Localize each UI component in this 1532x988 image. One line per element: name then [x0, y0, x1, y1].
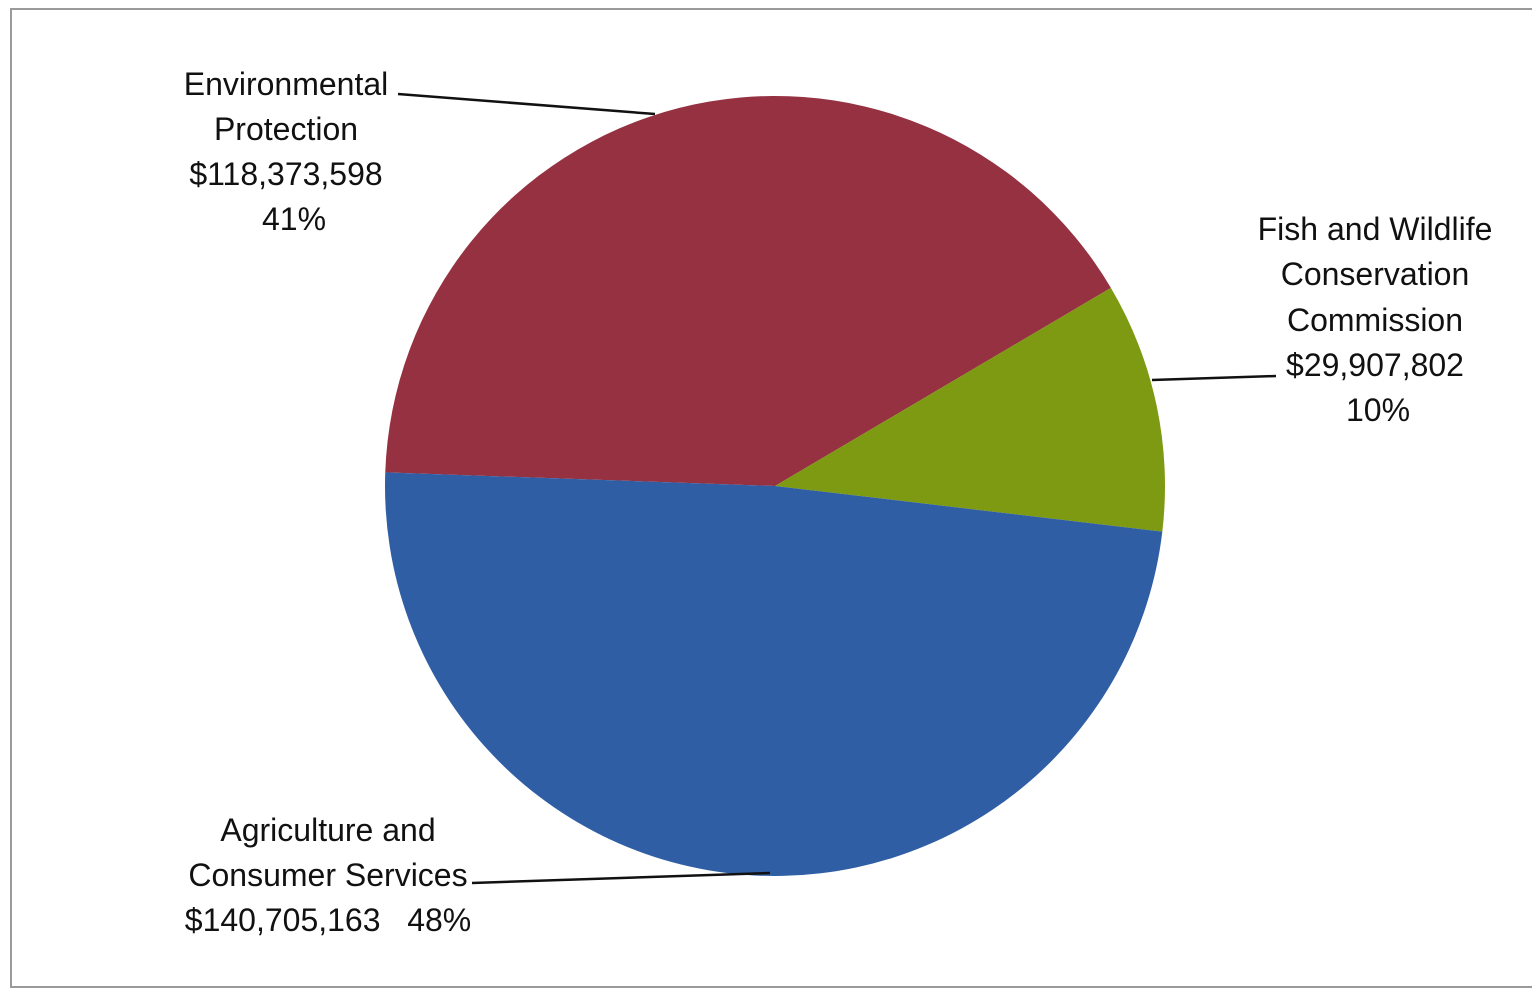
slice-label-line: Consumer Services [188, 857, 467, 893]
slice-environmental-protection [385, 95, 1111, 486]
slice-label-agriculture: Agriculture and Consumer Services $140,7… [185, 812, 471, 938]
leader-lines [397, 92, 1277, 885]
slice-value-percent-label: $140,705,163 48% [185, 902, 471, 938]
slice-label-environmental-protection: Environmental Protection $118,373,598 41… [184, 66, 389, 237]
pie-chart: Environmental Protection $118,373,598 41… [184, 66, 1493, 938]
slice-label-fish-and-wildlife: Fish and Wildlife Conservation Commissio… [1258, 211, 1493, 428]
leader-line-fish-and-wildlife [1151, 374, 1277, 382]
slice-percent-label: 41% [262, 201, 326, 237]
slice-label-line: Fish and Wildlife [1258, 211, 1493, 247]
slice-label-line: Environmental [184, 66, 389, 102]
slice-label-line: Commission [1287, 302, 1463, 338]
slice-fish-and-wildlife [775, 287, 1165, 532]
pie-slices [384, 95, 1165, 876]
slice-label-line: Protection [214, 111, 358, 147]
slice-label-line: Agriculture and [220, 812, 435, 848]
slice-value-label: $118,373,598 [189, 156, 382, 192]
slice-agriculture [384, 472, 1163, 876]
slice-value-label: $29,907,802 [1286, 347, 1464, 383]
slice-label-line: Conservation [1281, 256, 1470, 292]
leader-line-environmental-protection [397, 92, 656, 116]
leader-line-agriculture [471, 871, 771, 885]
slice-percent-label: 10% [1346, 392, 1410, 428]
